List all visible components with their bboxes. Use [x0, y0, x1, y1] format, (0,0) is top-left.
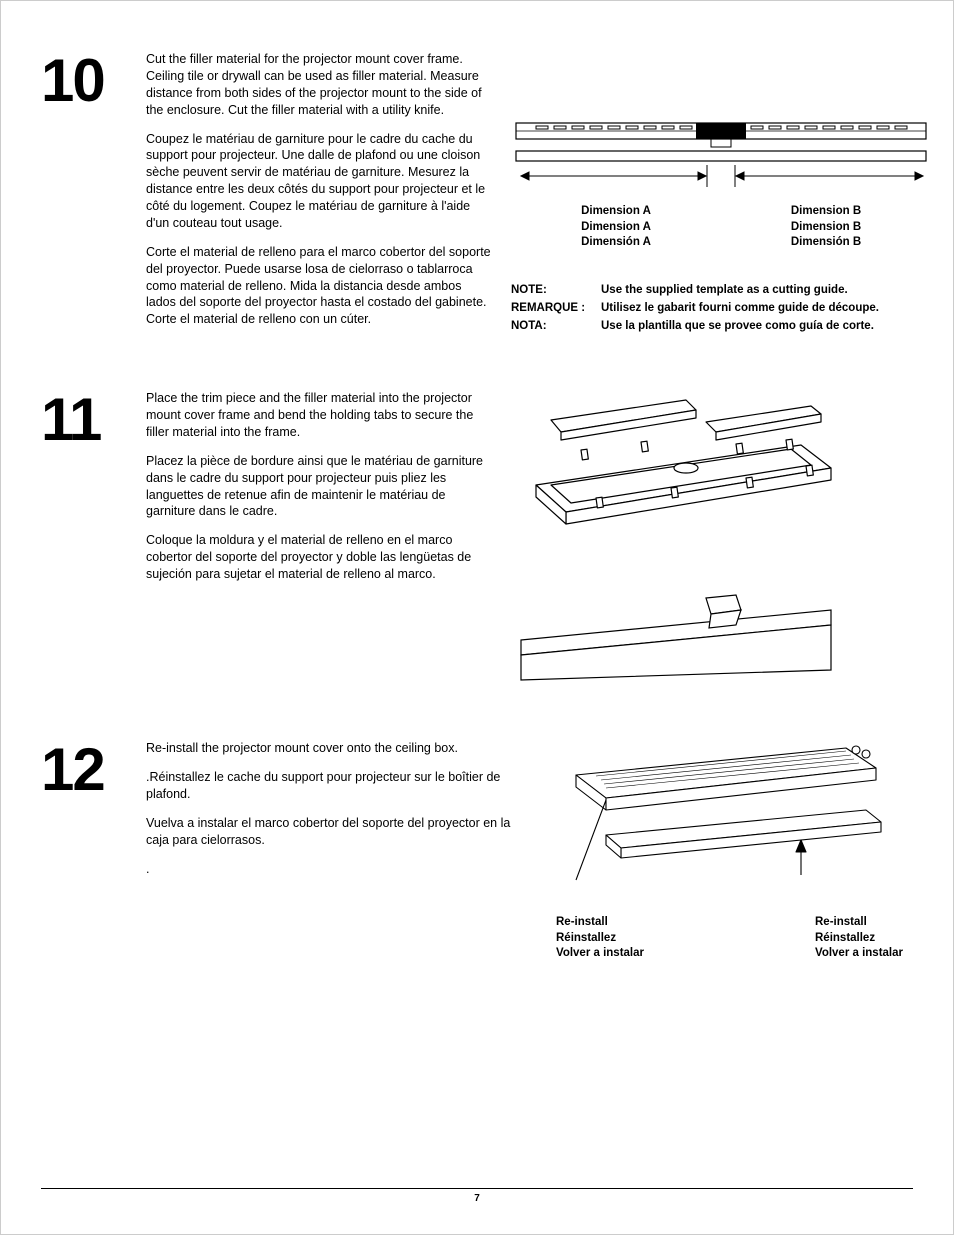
step-paragraph: .: [146, 861, 526, 878]
step-paragraph: Place the trim piece and the filler mate…: [146, 390, 491, 441]
dimension-b-labels: Dimension B Dimension B Dimensión B: [732, 204, 921, 251]
step-figure-column: [491, 390, 923, 690]
tab-detail-svg: [511, 580, 841, 690]
dim-label: Dimensión A: [522, 235, 711, 251]
reinstall-right-labels: Re-install Réinstallez Volver a instalar: [815, 915, 923, 962]
step-number: 12: [41, 740, 146, 962]
note-label: REMARQUE :: [511, 299, 601, 317]
reinstall-left-labels: Re-install Réinstallez Volver a instalar: [556, 915, 644, 962]
note-row: NOTE: Use the supplied template as a cut…: [511, 281, 931, 299]
dim-label: Dimension B: [732, 204, 921, 220]
label: Re-install: [815, 915, 903, 931]
note-label: NOTE:: [511, 281, 601, 299]
step-11: 11 Place the trim piece and the filler m…: [41, 390, 923, 690]
step-text-column: Re-install the projector mount cover ont…: [146, 740, 526, 962]
label: Re-install: [556, 915, 644, 931]
label: Volver a instalar: [556, 946, 644, 962]
dimension-diagram: Dimension A Dimension A Dimensión A Dime…: [511, 121, 931, 251]
step-paragraph: Placez la pièce de bordure ainsi que le …: [146, 453, 491, 521]
reinstall-labels: Re-install Réinstallez Volver a instalar…: [546, 915, 923, 962]
dim-label: Dimension A: [522, 220, 711, 236]
dimension-a-labels: Dimension A Dimension A Dimensión A: [522, 204, 711, 251]
dim-label: Dimensión B: [732, 235, 921, 251]
step-paragraph: Coloque la moldura y el material de rell…: [146, 532, 491, 583]
step-paragraph: Vuelva a instalar el marco cobertor del …: [146, 815, 526, 849]
step-figure-column: Re-install Réinstallez Volver a instalar…: [526, 740, 923, 962]
step-number: 11: [41, 390, 146, 690]
step-figure-column: Dimension A Dimension A Dimensión A Dime…: [491, 51, 931, 340]
document-page: 10 Cut the filler material for the proje…: [0, 0, 954, 1235]
step-paragraph: Coupez le matériau de garniture pour le …: [146, 131, 491, 232]
page-number: 7: [474, 1193, 480, 1204]
step-text-column: Cut the filler material for the projecto…: [146, 51, 491, 340]
note-label: NOTA:: [511, 317, 601, 335]
note-row: REMARQUE : Utilisez le gabarit fourni co…: [511, 299, 931, 317]
step-number: 10: [41, 51, 146, 340]
step-text-column: Place the trim piece and the filler mate…: [146, 390, 491, 690]
step-paragraph: Re-install the projector mount cover ont…: [146, 740, 526, 757]
note-row: NOTA: Use la plantilla que se provee com…: [511, 317, 931, 335]
page-footer: 7: [41, 1188, 913, 1204]
step-12: 12 Re-install the projector mount cover …: [41, 740, 923, 962]
reinstall-svg: [546, 740, 886, 910]
trim-assembly-svg: [511, 390, 841, 570]
label: Volver a instalar: [815, 946, 903, 962]
note-text: Use la plantilla que se provee como guía…: [601, 317, 874, 335]
enclosure-svg: [511, 121, 931, 191]
note-block: NOTE: Use the supplied template as a cut…: [511, 281, 931, 336]
dimension-labels: Dimension A Dimension A Dimensión A Dime…: [511, 204, 931, 251]
label: Réinstallez: [815, 931, 903, 947]
dim-label: Dimension A: [522, 204, 711, 220]
note-text: Use the supplied template as a cutting g…: [601, 281, 848, 299]
step-paragraph: Corte el material de relleno para el mar…: [146, 244, 491, 328]
step-10: 10 Cut the filler material for the proje…: [41, 51, 923, 340]
step-paragraph: Cut the filler material for the projecto…: [146, 51, 491, 119]
note-text: Utilisez le gabarit fourni comme guide d…: [601, 299, 879, 317]
dim-label: Dimension B: [732, 220, 921, 236]
label: Réinstallez: [556, 931, 644, 947]
step-paragraph: .Réinstallez le cache du support pour pr…: [146, 769, 526, 803]
